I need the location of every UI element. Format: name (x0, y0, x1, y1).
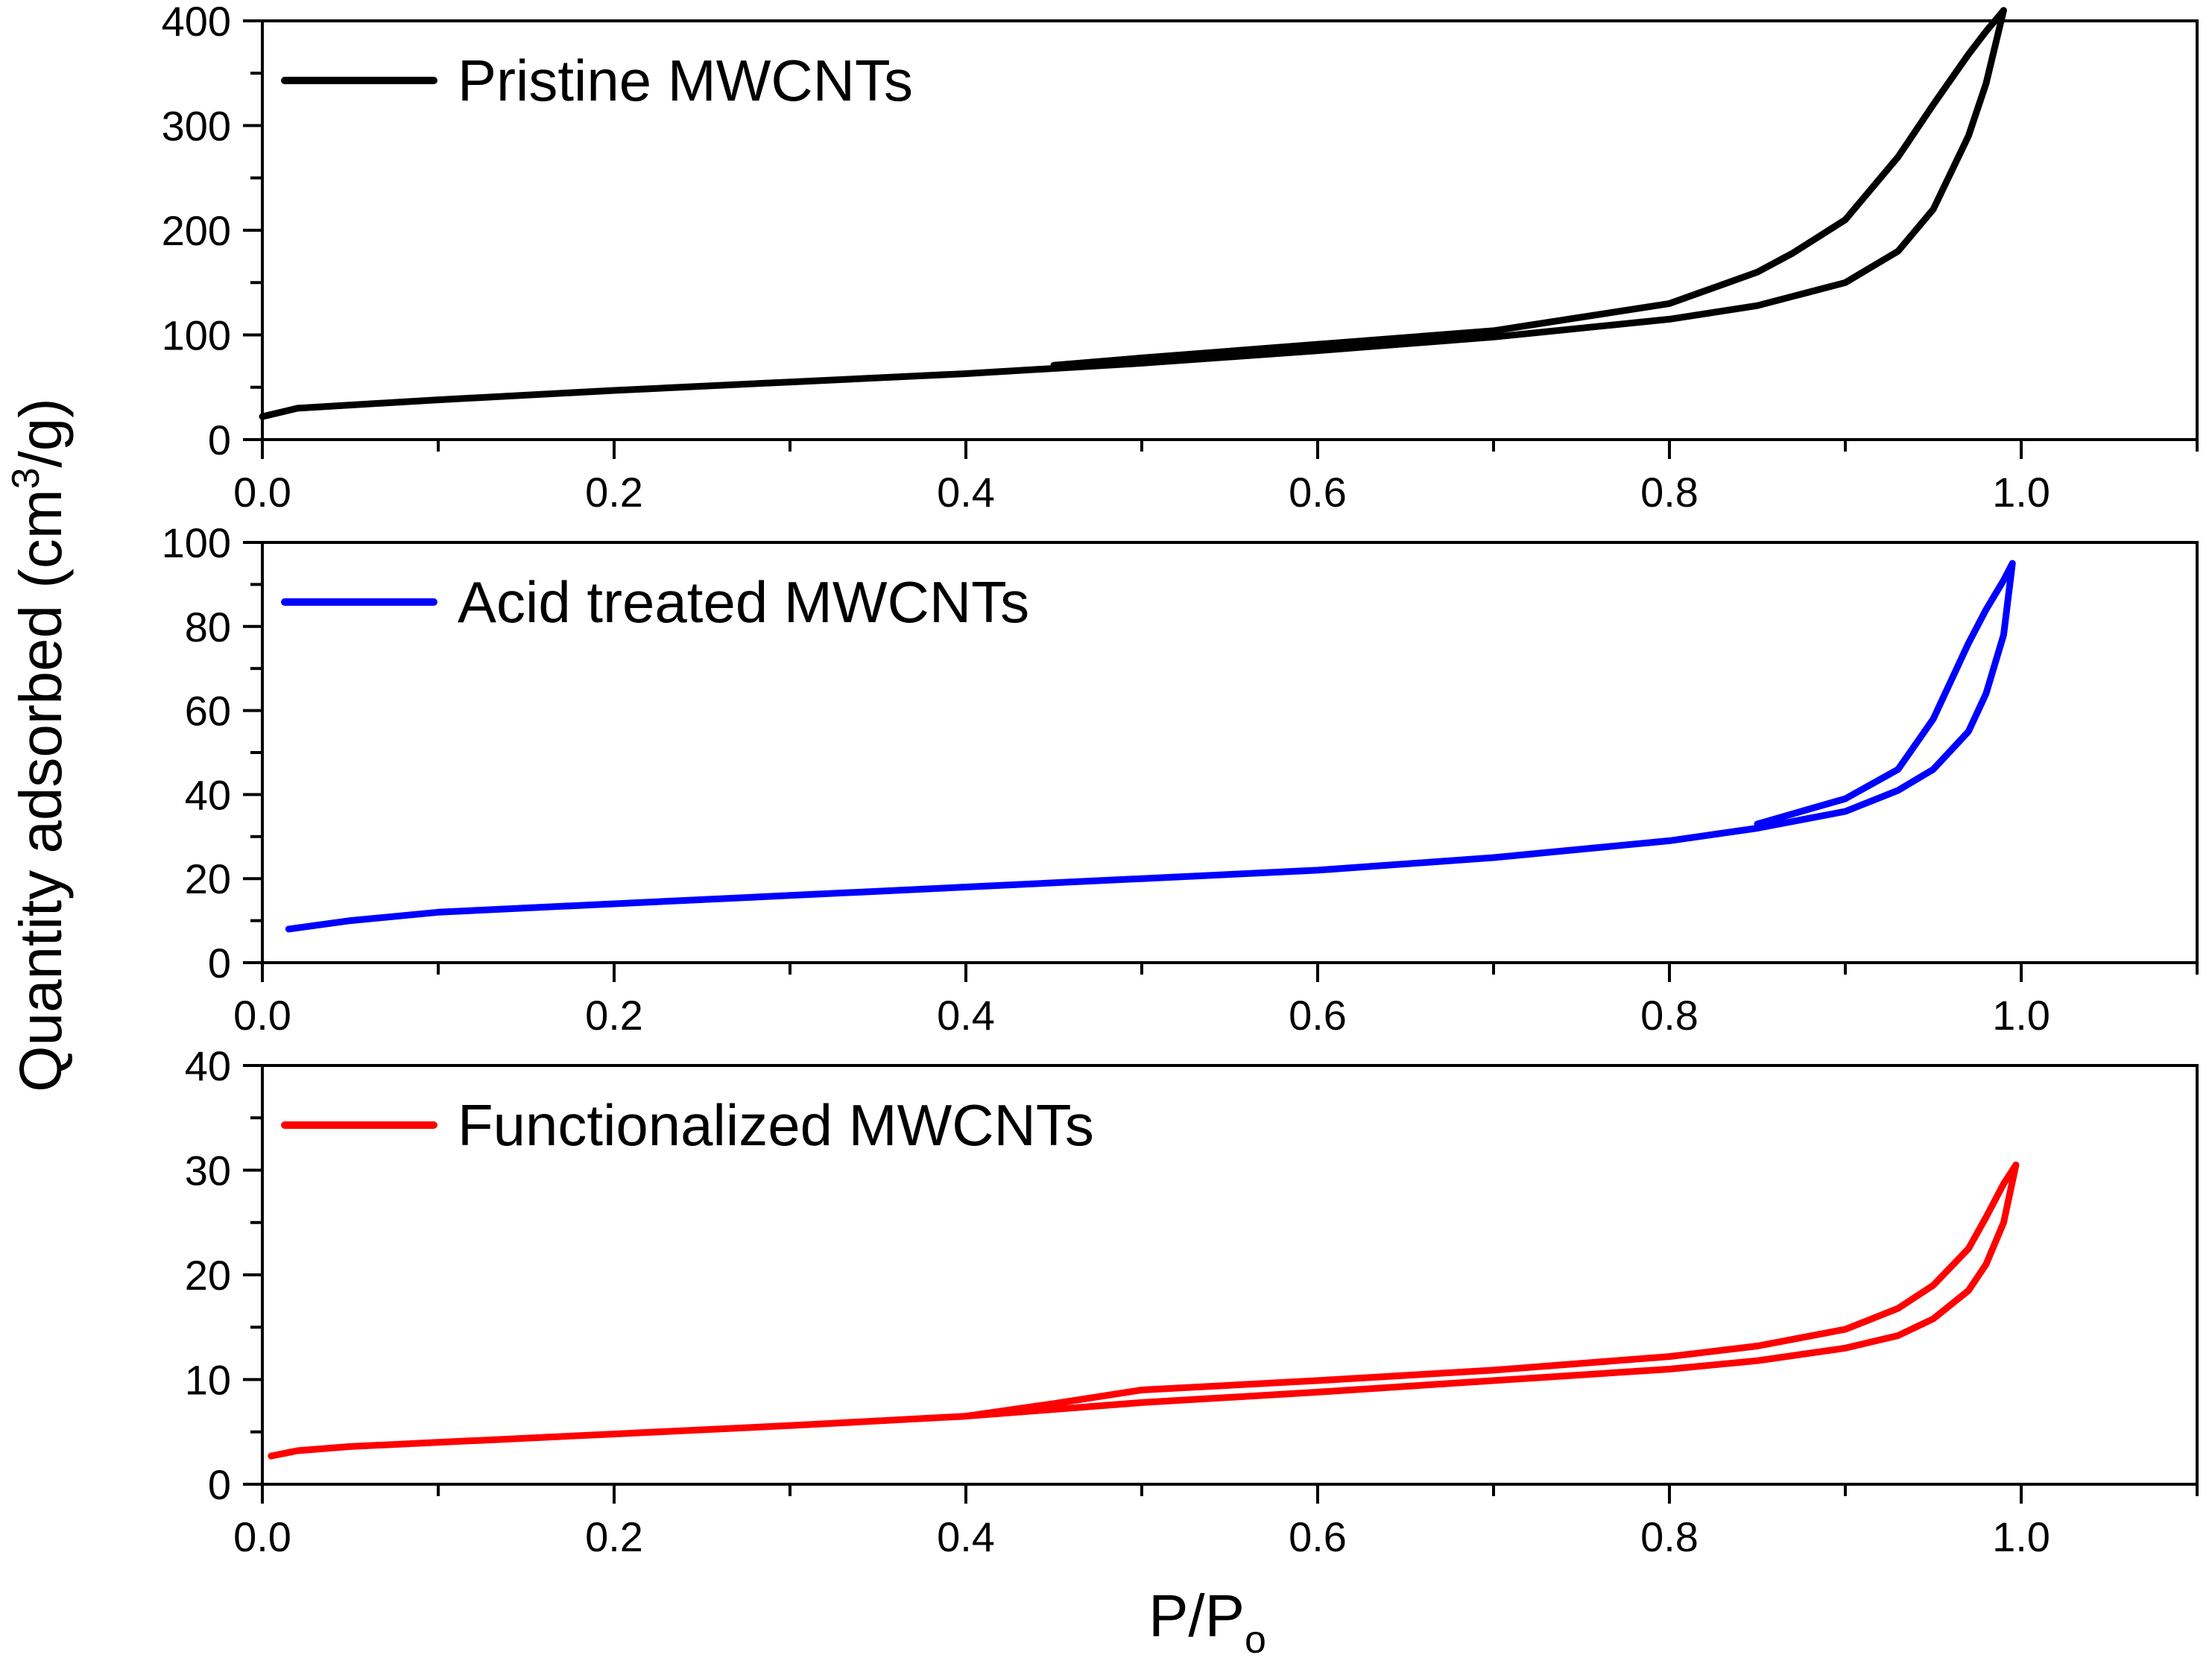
x-tick-label-acid-treated: 0.0 (233, 992, 291, 1039)
x-axis-title: P/Po (1148, 1583, 1266, 1662)
x-tick-label-pristine: 1.0 (1992, 469, 2050, 516)
y-axis-title: Quantity adsorbed (cm3/g) (4, 398, 74, 1092)
x-tick-label-functionalized: 0.0 (233, 1513, 291, 1560)
x-tick-label-functionalized: 0.8 (1640, 1513, 1698, 1560)
y-tick-label-acid-treated: 80 (185, 604, 231, 650)
y-tick-label-pristine: 300 (162, 103, 231, 150)
series-acid-treated-desorption (1754, 560, 2016, 828)
y-axis-title-main: Quantity adsorbed (cm (7, 490, 74, 1092)
series-functionalized-desorption (962, 1162, 2020, 1420)
series-pristine-adsorption (259, 7, 2007, 420)
y-tick-label-functionalized: 20 (185, 1252, 231, 1299)
y-tick-label-pristine: 400 (162, 0, 231, 45)
series-pristine-desorption (1050, 7, 2007, 369)
x-tick-label-pristine: 0.4 (937, 469, 995, 516)
y-tick-label-pristine: 100 (162, 312, 231, 359)
panel-functionalized: 0.0 0.2 0.4 0.6 0.8 1.0 0 10 20 30 40 Functionalize… (185, 1042, 2199, 1560)
legend-label-acid-treated: Acid treated MWCNTs (458, 569, 1029, 635)
y-tick-label-functionalized: 0 (208, 1461, 231, 1508)
x-tick-label-pristine: 0.8 (1640, 469, 1698, 516)
y-tick-label-acid-treated: 0 (208, 940, 231, 987)
x-axis-title-main: P/P (1148, 1583, 1245, 1649)
series-acid-treated-adsorption (285, 560, 2016, 933)
x-tick-label-acid-treated: 0.8 (1640, 992, 1698, 1039)
y-tick-label-acid-treated: 60 (185, 688, 231, 735)
x-tick-label-acid-treated: 0.4 (937, 992, 995, 1039)
panel-pristine: 0.0 0.2 0.4 0.6 0.8 1.0 0 100 200 300 400 Pristine … (162, 0, 2199, 516)
legend-label-pristine: Pristine MWCNTs (458, 48, 913, 113)
x-tick-label-functionalized: 1.0 (1992, 1513, 2050, 1560)
x-tick-label-pristine: 0.2 (585, 469, 643, 516)
y-tick-label-functionalized: 10 (185, 1357, 231, 1404)
x-axis-title-subscript: o (1245, 1618, 1266, 1662)
x-tick-label-acid-treated: 0.2 (585, 992, 643, 1039)
y-tick-label-functionalized: 40 (185, 1042, 231, 1089)
x-tick-label-functionalized: 0.6 (1289, 1513, 1347, 1560)
y-axis-title-superscript: 3 (4, 468, 48, 490)
panels: 0.0 0.2 0.4 0.6 0.8 1.00100200300400Pristine … (162, 0, 2199, 1560)
x-tick-label-functionalized: 0.2 (585, 1513, 643, 1560)
y-tick-label-pristine: 200 (162, 207, 231, 254)
y-tick-label-acid-treated: 100 (162, 519, 231, 566)
panel-acid-treated: 0.0 0.2 0.4 0.6 0.8 1.0 0 20 40 60 80 100 Acid treat… (162, 519, 2199, 1039)
x-tick-label-acid-treated: 1.0 (1992, 992, 2050, 1039)
series-functionalized-adsorption (268, 1162, 2020, 1460)
x-tick-label-acid-treated: 0.6 (1289, 992, 1347, 1039)
y-tick-label-acid-treated: 40 (185, 771, 231, 818)
x-tick-label-pristine: 0.6 (1289, 469, 1347, 516)
y-tick-label-acid-treated: 20 (185, 855, 231, 902)
y-tick-label-functionalized: 30 (185, 1147, 231, 1194)
x-tick-label-pristine: 0.0 (233, 469, 291, 516)
x-tick-label-functionalized: 0.4 (937, 1513, 995, 1560)
y-axis-title-end: /g) (7, 398, 74, 467)
legend-label-functionalized: Functionalized MWCNTs (458, 1092, 1094, 1158)
y-tick-label-pristine: 0 (208, 417, 231, 463)
